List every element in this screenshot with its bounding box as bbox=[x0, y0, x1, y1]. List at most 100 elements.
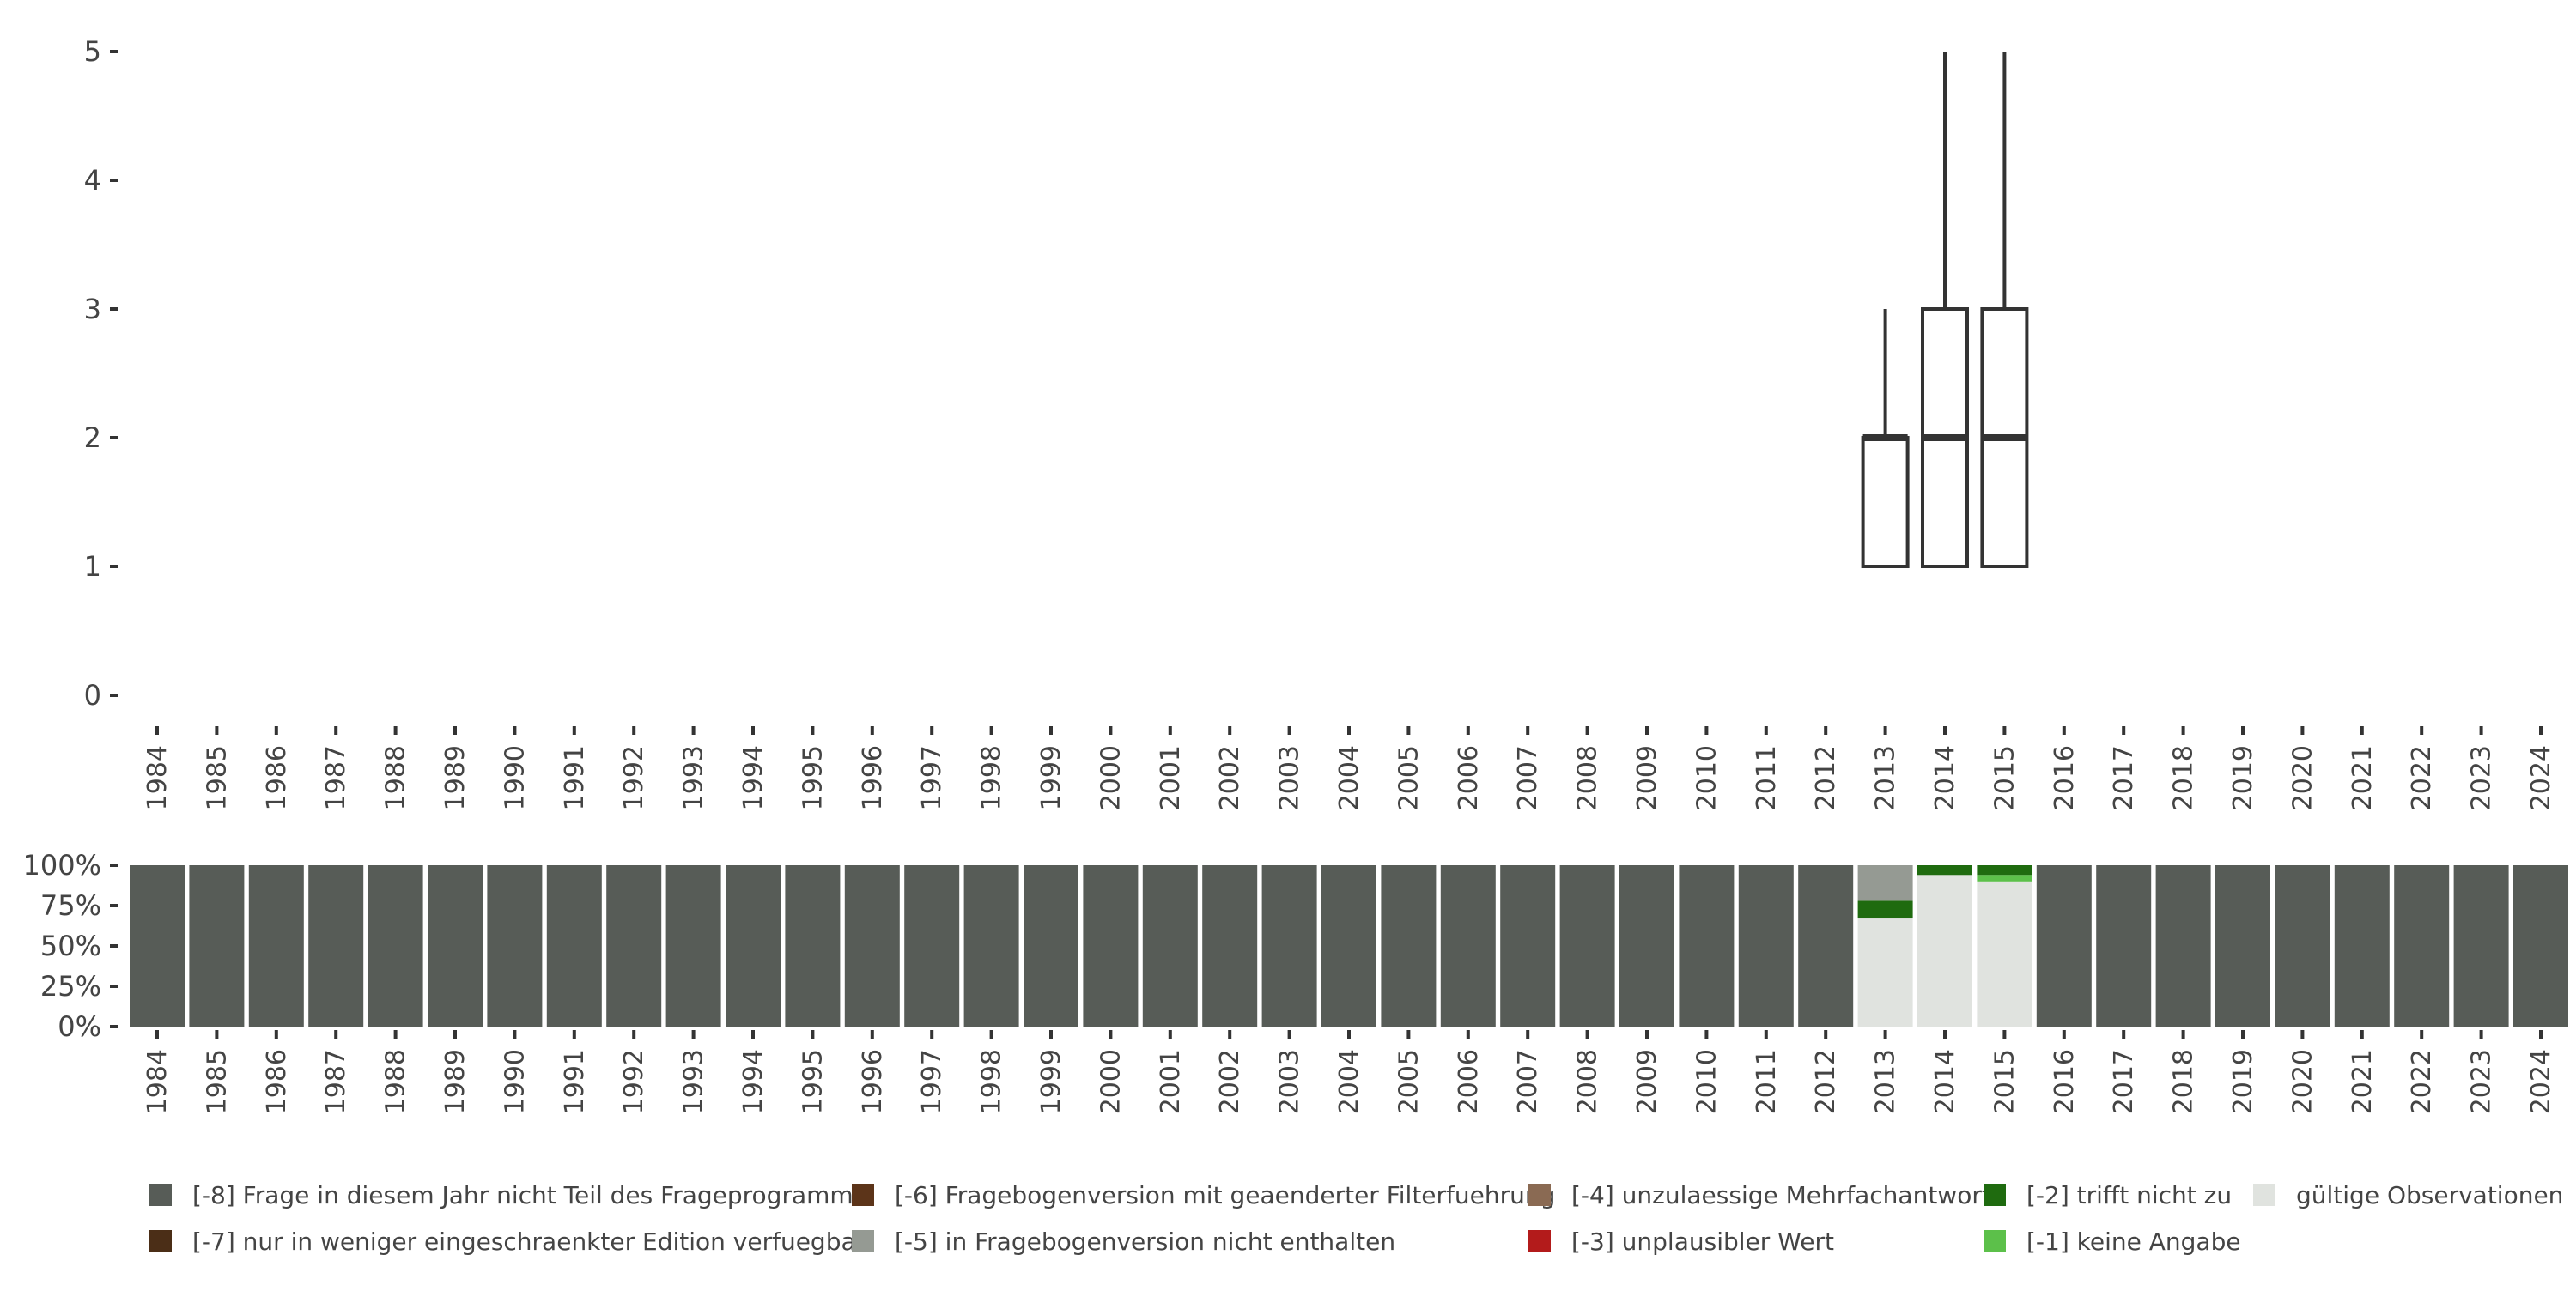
x-tick-label: 2024 bbox=[2526, 1049, 2556, 1114]
x-tick-label: 2010 bbox=[1692, 745, 1722, 810]
x-tick-label: 2012 bbox=[1811, 1049, 1841, 1114]
legend-swatch bbox=[852, 1184, 874, 1206]
bar-segment bbox=[606, 865, 662, 1027]
legend-label: [-3] unplausibler Wert bbox=[1571, 1227, 1834, 1256]
bar-segment bbox=[487, 865, 543, 1027]
bar-segment bbox=[1202, 865, 1258, 1027]
legend-label: [-2] trifft nicht zu bbox=[2026, 1181, 2232, 1209]
x-tick-label: 1984 bbox=[143, 745, 173, 810]
x-tick-label: 1996 bbox=[858, 745, 888, 810]
x-tick-label: 1988 bbox=[381, 745, 411, 810]
bar-segment bbox=[1321, 865, 1376, 1027]
bar-segment bbox=[1738, 865, 1794, 1027]
x-tick-label: 1989 bbox=[440, 1049, 471, 1114]
x-tick-label: 2013 bbox=[1871, 745, 1901, 810]
x-tick-label: 2011 bbox=[1752, 745, 1782, 810]
bar-segment bbox=[1977, 865, 2032, 876]
x-tick-label: 1999 bbox=[1036, 745, 1066, 810]
bar-segment bbox=[1619, 865, 1674, 1027]
x-tick-label: 2007 bbox=[1513, 1049, 1543, 1114]
bar-segment bbox=[963, 865, 1019, 1027]
y-tick-label: 100% bbox=[23, 849, 101, 882]
x-tick-label: 1998 bbox=[977, 1049, 1007, 1114]
bar-segment bbox=[1142, 865, 1198, 1027]
x-tick-label: 2020 bbox=[2287, 745, 2318, 810]
x-tick-label: 1988 bbox=[381, 1049, 411, 1114]
bar-segment bbox=[2513, 865, 2568, 1027]
x-tick-label: 1991 bbox=[560, 1049, 590, 1114]
legend-label: [-5] in Fragebogenversion nicht enthalte… bbox=[895, 1227, 1395, 1256]
x-tick-label: 2019 bbox=[2228, 745, 2258, 810]
x-tick-label: 2004 bbox=[1334, 1049, 1364, 1114]
bar-segment bbox=[785, 865, 841, 1027]
x-tick-label: 2018 bbox=[2169, 745, 2199, 810]
x-tick-label: 2014 bbox=[1930, 745, 1960, 810]
x-tick-label: 2002 bbox=[1215, 745, 1245, 810]
bar-segment bbox=[308, 865, 364, 1027]
legend-swatch bbox=[1528, 1184, 1551, 1206]
x-tick-label: 1995 bbox=[798, 1049, 828, 1114]
bar-segment bbox=[665, 865, 721, 1027]
x-tick-label: 1997 bbox=[917, 745, 947, 810]
legend-swatch bbox=[1528, 1230, 1551, 1252]
x-tick-label: 2023 bbox=[2467, 745, 2497, 810]
legend-swatch bbox=[1984, 1184, 2006, 1206]
x-tick-label: 1995 bbox=[798, 745, 828, 810]
bar-segment bbox=[1500, 865, 1556, 1027]
bar-segment bbox=[1857, 865, 1913, 901]
x-tick-label: 1987 bbox=[321, 1049, 351, 1114]
bar-segment bbox=[1381, 865, 1437, 1027]
bar-segment bbox=[2096, 865, 2152, 1027]
x-tick-label: 2003 bbox=[1275, 745, 1305, 810]
bar-segment bbox=[2036, 865, 2092, 1027]
bar-segment bbox=[2155, 865, 2211, 1027]
bar-segment bbox=[2394, 865, 2450, 1027]
x-tick-label: 2015 bbox=[1990, 1049, 2020, 1114]
x-tick-label: 2022 bbox=[2407, 1049, 2437, 1114]
bar-segment bbox=[1917, 875, 1972, 1027]
box-body bbox=[1861, 436, 1910, 568]
x-tick-label: 1992 bbox=[619, 1049, 649, 1114]
legend-label: gültige Observationen bbox=[2296, 1181, 2563, 1209]
y-tick-label: 4 bbox=[84, 164, 101, 197]
y-tick-label: 0% bbox=[58, 1010, 101, 1043]
x-tick-label: 2015 bbox=[1990, 745, 2020, 810]
bar-segment bbox=[2275, 865, 2330, 1027]
x-tick-label: 1986 bbox=[262, 1049, 292, 1114]
x-tick-label: 1989 bbox=[440, 745, 471, 810]
x-tick-label: 2011 bbox=[1752, 1049, 1782, 1114]
legend-swatch bbox=[149, 1184, 172, 1206]
x-tick-label: 1984 bbox=[143, 1049, 173, 1114]
bar-segment bbox=[1977, 881, 2032, 1027]
y-tick-label: 3 bbox=[84, 293, 101, 325]
legend-swatch bbox=[2253, 1184, 2275, 1206]
x-tick-label: 1985 bbox=[202, 1049, 232, 1114]
x-tick-label: 2008 bbox=[1573, 1049, 1603, 1114]
x-tick-label: 2013 bbox=[1871, 1049, 1901, 1114]
bar-segment bbox=[428, 865, 483, 1027]
x-tick-label: 2000 bbox=[1096, 745, 1126, 810]
x-tick-label: 1998 bbox=[977, 745, 1007, 810]
x-tick-label: 1990 bbox=[500, 1049, 530, 1114]
x-tick-label: 2003 bbox=[1275, 1049, 1305, 1114]
x-tick-label: 2007 bbox=[1513, 745, 1543, 810]
bar-segment bbox=[1024, 865, 1078, 1027]
bar-segment bbox=[368, 865, 423, 1027]
x-tick-label: 2001 bbox=[1156, 1049, 1186, 1114]
bar-segment bbox=[1857, 900, 1913, 919]
legend-label: [-7] nur in weniger eingeschraenkter Edi… bbox=[192, 1227, 866, 1256]
x-tick-label: 2005 bbox=[1394, 1049, 1424, 1114]
x-tick-label: 2006 bbox=[1454, 745, 1484, 810]
x-tick-label: 2006 bbox=[1454, 1049, 1484, 1114]
x-tick-label: 1994 bbox=[738, 1049, 769, 1114]
x-tick-label: 1996 bbox=[858, 1049, 888, 1114]
bar-segment bbox=[1977, 875, 2032, 882]
x-tick-label: 2002 bbox=[1215, 1049, 1245, 1114]
x-tick-label: 2022 bbox=[2407, 745, 2437, 810]
x-tick-label: 2001 bbox=[1156, 745, 1186, 810]
bar-segment bbox=[1440, 865, 1496, 1027]
x-tick-label: 2012 bbox=[1811, 745, 1841, 810]
x-tick-label: 2014 bbox=[1930, 1049, 1960, 1114]
legend-swatch bbox=[149, 1230, 172, 1252]
